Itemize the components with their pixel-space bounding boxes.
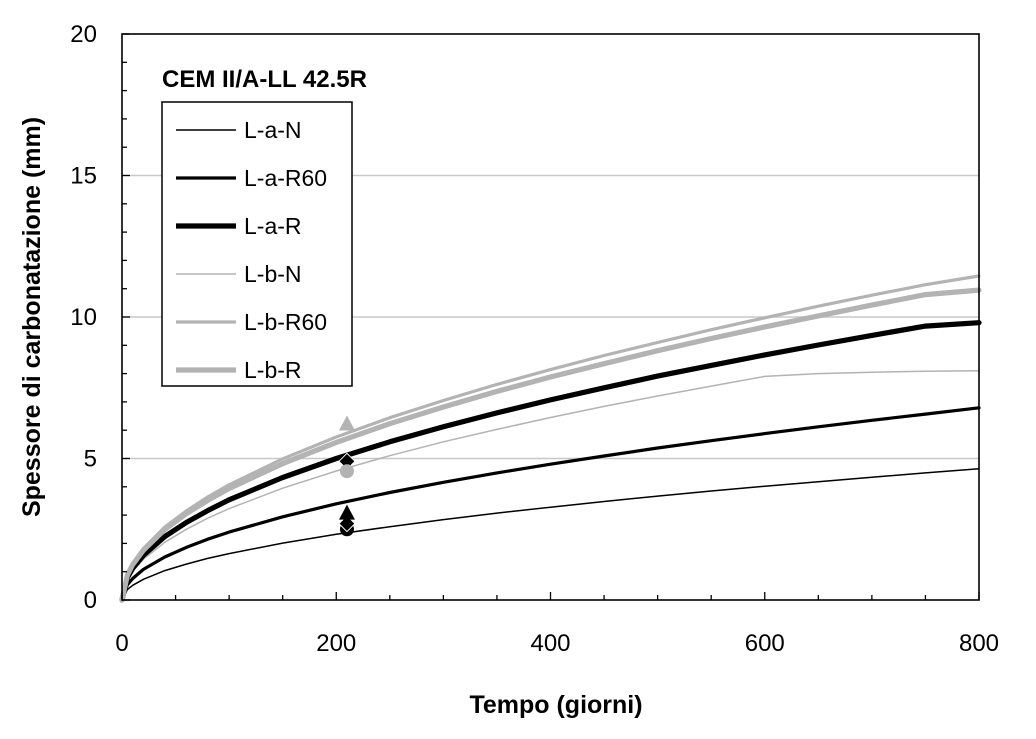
x-tick-labels: 0 200 400 600 800	[115, 630, 999, 657]
data-markers	[338, 415, 356, 537]
y-tick-label: 10	[70, 304, 97, 331]
legend-box	[161, 101, 353, 387]
legend-label: L-a-R60	[244, 165, 327, 191]
x-tick-label: 400	[530, 630, 570, 657]
y-tick-label: 5	[84, 446, 97, 473]
legend-label: L-a-R	[244, 213, 302, 239]
data-marker-triangle	[338, 504, 355, 520]
series-line-l-b-n	[121, 370, 980, 601]
x-tick-label: 800	[959, 630, 999, 657]
y-tick-label: 0	[84, 587, 97, 614]
legend: L-a-N L-a-R60 L-a-R L-b-N L-b-R60 L-b-R	[161, 101, 353, 387]
x-tick-label: 0	[115, 630, 128, 657]
series-line-l-a-r60	[120, 406, 981, 602]
y-tick-label: 20	[70, 21, 97, 48]
legend-label: L-b-R	[244, 357, 302, 383]
legend-label: L-a-N	[244, 117, 302, 143]
legend-label: L-b-N	[244, 261, 302, 287]
data-marker-triangle	[338, 415, 355, 431]
y-tick-label: 15	[70, 163, 97, 190]
x-axis-title: Tempo (giorni)	[469, 691, 642, 719]
series-line-l-a-n	[121, 467, 980, 601]
y-tick-labels: 0 5 10 15 20	[70, 21, 97, 614]
axis-ticks	[121, 33, 980, 601]
series-line-l-b-r60	[120, 274, 981, 602]
chart-title: CEM II/A-LL 42.5R	[162, 66, 367, 93]
legend-label: L-b-R60	[244, 309, 327, 335]
y-axis-title: Spessore di carbonatazione (mm)	[18, 117, 46, 517]
x-tick-label: 200	[316, 630, 356, 657]
x-tick-label: 600	[745, 630, 785, 657]
series-lines	[119, 274, 982, 603]
data-marker-circle	[339, 464, 354, 479]
series-line-l-a-r	[119, 320, 982, 603]
legend-entries: L-a-N L-a-R60 L-a-R L-b-N L-b-R60 L-b-R	[176, 117, 327, 383]
